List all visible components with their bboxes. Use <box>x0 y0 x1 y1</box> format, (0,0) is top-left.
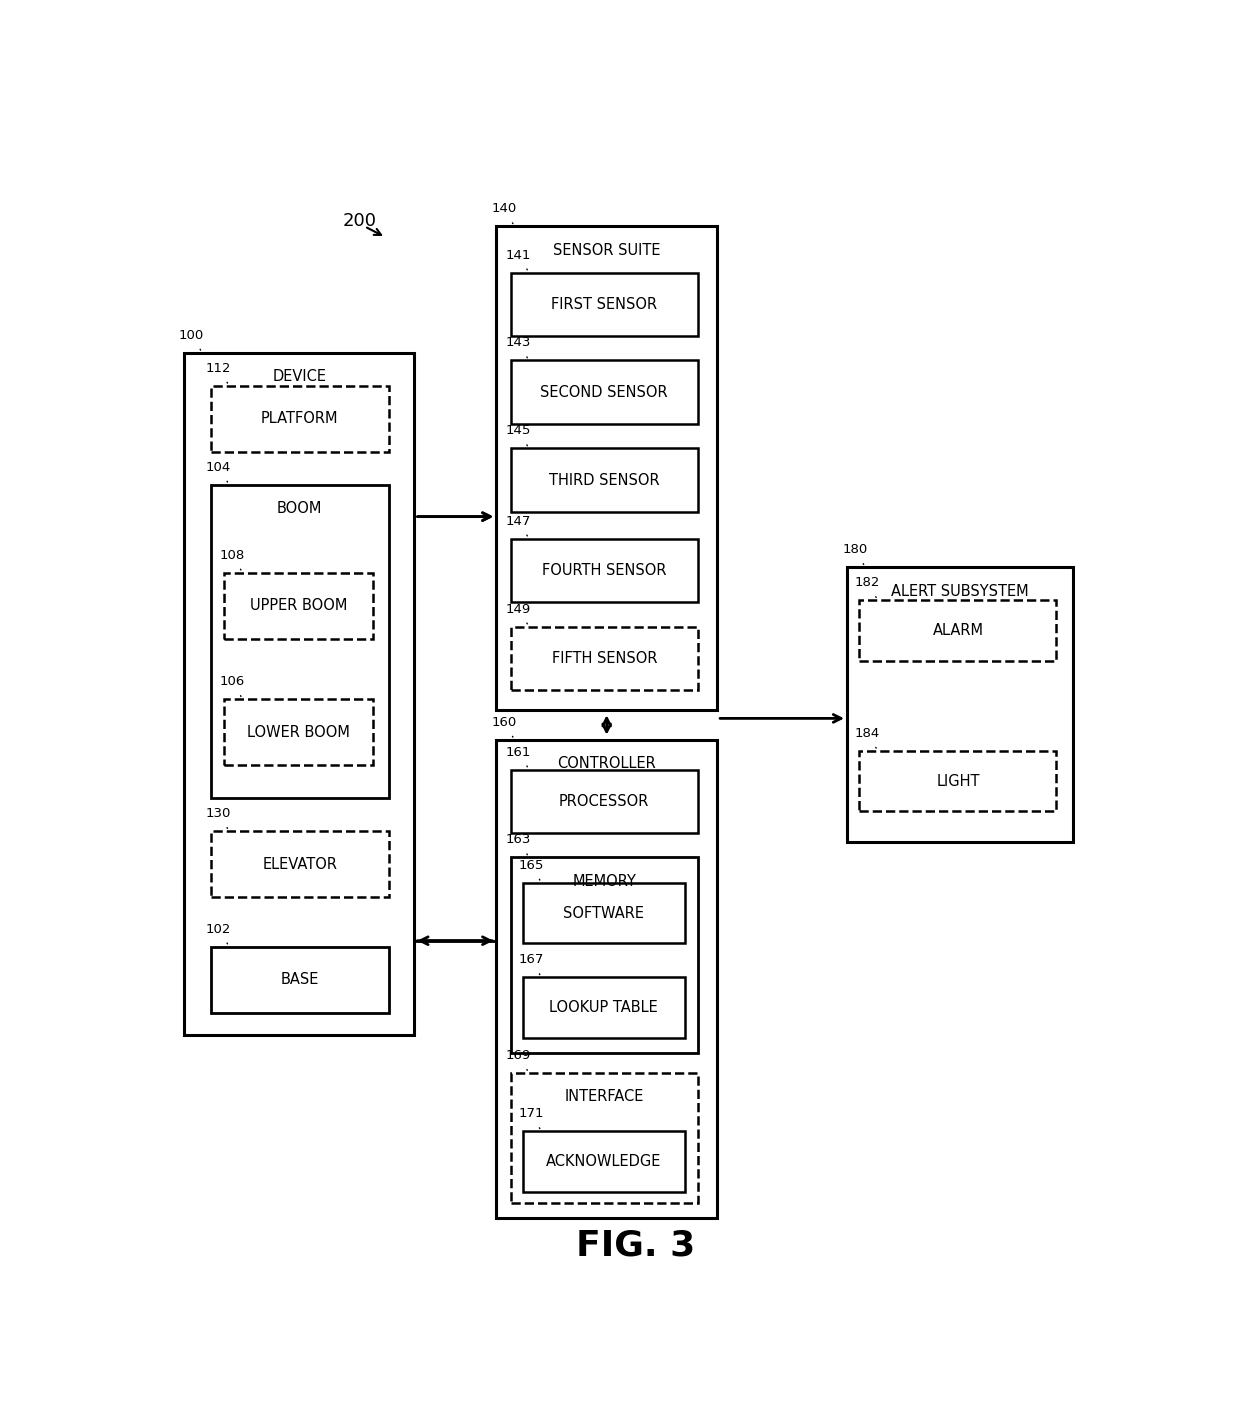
FancyBboxPatch shape <box>224 573 373 638</box>
FancyBboxPatch shape <box>511 857 698 1054</box>
Text: 180: 180 <box>842 543 867 555</box>
Text: 163: 163 <box>506 834 531 847</box>
FancyBboxPatch shape <box>511 273 698 336</box>
FancyBboxPatch shape <box>211 831 388 897</box>
FancyBboxPatch shape <box>523 883 684 944</box>
Text: FIRST SENSOR: FIRST SENSOR <box>552 297 657 311</box>
Text: FIG. 3: FIG. 3 <box>575 1228 696 1262</box>
Text: 169: 169 <box>506 1050 531 1062</box>
Text: ALERT SUBSYSTEM: ALERT SUBSYSTEM <box>892 584 1029 598</box>
Text: PLATFORM: PLATFORM <box>260 411 339 427</box>
Text: 102: 102 <box>206 922 232 935</box>
FancyBboxPatch shape <box>847 567 1073 843</box>
Text: DEVICE: DEVICE <box>272 370 326 384</box>
Text: 160: 160 <box>491 715 517 728</box>
Text: INTERFACE: INTERFACE <box>564 1090 644 1104</box>
FancyBboxPatch shape <box>496 226 717 710</box>
Text: 167: 167 <box>518 954 543 967</box>
FancyBboxPatch shape <box>511 770 698 834</box>
FancyBboxPatch shape <box>211 484 388 798</box>
Text: LOOKUP TABLE: LOOKUP TABLE <box>549 1000 658 1015</box>
Text: MEMORY: MEMORY <box>573 874 636 890</box>
Text: 165: 165 <box>518 858 543 871</box>
Text: 130: 130 <box>206 807 232 820</box>
FancyBboxPatch shape <box>211 386 388 451</box>
Text: ACKNOWLEDGE: ACKNOWLEDGE <box>546 1154 661 1170</box>
Text: SENSOR SUITE: SENSOR SUITE <box>553 243 661 258</box>
FancyBboxPatch shape <box>184 353 414 1034</box>
Text: FOURTH SENSOR: FOURTH SENSOR <box>542 563 667 578</box>
Text: 140: 140 <box>491 203 517 216</box>
Text: 106: 106 <box>219 675 244 688</box>
FancyBboxPatch shape <box>496 740 717 1218</box>
Text: SOFTWARE: SOFTWARE <box>563 905 645 921</box>
Text: ALARM: ALARM <box>932 623 983 638</box>
Text: 143: 143 <box>506 337 531 350</box>
FancyBboxPatch shape <box>511 1072 698 1202</box>
Text: 100: 100 <box>179 328 205 341</box>
Text: 161: 161 <box>506 745 531 758</box>
FancyBboxPatch shape <box>511 627 698 690</box>
Text: 108: 108 <box>219 548 244 561</box>
Text: 112: 112 <box>206 361 232 374</box>
FancyBboxPatch shape <box>859 751 1056 811</box>
FancyBboxPatch shape <box>511 448 698 513</box>
Text: 171: 171 <box>518 1107 544 1121</box>
FancyBboxPatch shape <box>224 700 373 765</box>
FancyBboxPatch shape <box>859 600 1056 661</box>
FancyBboxPatch shape <box>523 1131 684 1192</box>
Text: LIGHT: LIGHT <box>936 774 980 788</box>
Text: ELEVATOR: ELEVATOR <box>262 857 337 871</box>
Text: 141: 141 <box>506 248 531 261</box>
Text: LOWER BOOM: LOWER BOOM <box>247 724 350 740</box>
Text: PROCESSOR: PROCESSOR <box>559 794 650 808</box>
Text: 200: 200 <box>342 211 377 230</box>
Text: 104: 104 <box>206 461 231 474</box>
Text: 184: 184 <box>854 727 880 740</box>
Text: CONTROLLER: CONTROLLER <box>557 757 656 771</box>
Text: THIRD SENSOR: THIRD SENSOR <box>549 473 660 488</box>
Text: 145: 145 <box>506 424 531 437</box>
Text: SECOND SENSOR: SECOND SENSOR <box>541 386 668 400</box>
FancyBboxPatch shape <box>523 977 684 1038</box>
Text: 149: 149 <box>506 603 531 615</box>
FancyBboxPatch shape <box>211 947 388 1012</box>
Text: FIFTH SENSOR: FIFTH SENSOR <box>552 651 657 665</box>
Text: 147: 147 <box>506 514 531 527</box>
Text: BASE: BASE <box>280 972 319 987</box>
FancyBboxPatch shape <box>511 360 698 424</box>
Text: 182: 182 <box>854 575 880 590</box>
Text: UPPER BOOM: UPPER BOOM <box>250 598 347 613</box>
FancyBboxPatch shape <box>511 538 698 603</box>
Text: BOOM: BOOM <box>277 501 322 517</box>
